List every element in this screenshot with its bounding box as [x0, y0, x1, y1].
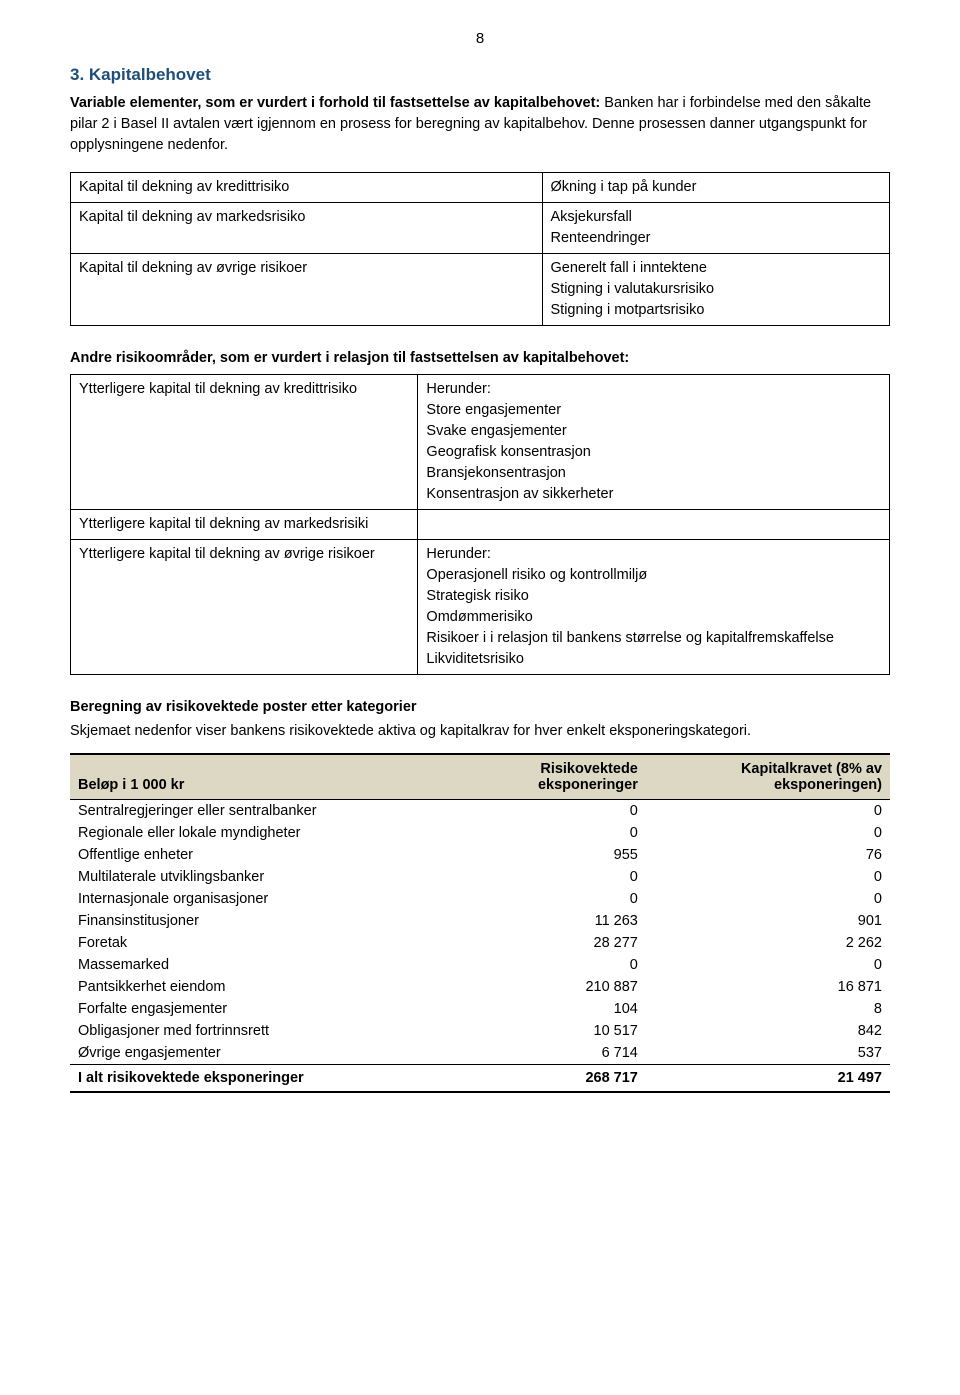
row-label: Foretak	[70, 932, 466, 954]
table-row: Ytterligere kapital til dekning av kredi…	[71, 375, 890, 510]
row-exposure: 6 714	[466, 1042, 646, 1065]
col-header-exposure: Risikovektede eksponeringer	[466, 754, 646, 800]
table-row: Forfalte engasjementer1048	[70, 998, 890, 1020]
row-exposure: 104	[466, 998, 646, 1020]
row-left: Kapital til dekning av markedsrisiko	[71, 203, 543, 254]
table-row: Finansinstitusjoner11 263901	[70, 910, 890, 932]
table-row: Regionale eller lokale myndigheter00	[70, 822, 890, 844]
row-requirement: 0	[646, 800, 890, 823]
row-requirement: 0	[646, 866, 890, 888]
table-row: Ytterligere kapital til dekning av øvrig…	[71, 540, 890, 675]
row-right: Generelt fall i inntektene Stigning i va…	[542, 254, 889, 326]
intro-lead: Variable elementer, som er vurdert i for…	[70, 95, 600, 111]
row-right: Aksjekursfall Renteendringer	[542, 203, 889, 254]
table-row: Kapital til dekning av markedsrisikoAksj…	[71, 203, 890, 254]
row-requirement: 76	[646, 844, 890, 866]
table-row: Pantsikkerhet eiendom210 88716 871	[70, 976, 890, 998]
row-requirement: 537	[646, 1042, 890, 1065]
row-left: Ytterligere kapital til dekning av øvrig…	[71, 540, 418, 675]
row-requirement: 2 262	[646, 932, 890, 954]
row-label: Massemarked	[70, 954, 466, 976]
row-requirement: 0	[646, 954, 890, 976]
section-intro: Variable elementer, som er vurdert i for…	[70, 93, 890, 156]
total-row: I alt risikovektede eksponeringer268 717…	[70, 1065, 890, 1093]
row-left: Ytterligere kapital til dekning av marke…	[71, 510, 418, 540]
page-container: 8 3. Kapitalbehovet Variable elementer, …	[0, 0, 960, 1133]
row-label: Sentralregjeringer eller sentralbanker	[70, 800, 466, 823]
row-exposure: 11 263	[466, 910, 646, 932]
row-label: Offentlige enheter	[70, 844, 466, 866]
page-number: 8	[70, 30, 890, 47]
row-requirement: 0	[646, 888, 890, 910]
total-requirement: 21 497	[646, 1065, 890, 1093]
row-right	[418, 510, 890, 540]
table-row: Ytterligere kapital til dekning av marke…	[71, 510, 890, 540]
total-label: I alt risikovektede eksponeringer	[70, 1065, 466, 1093]
row-exposure: 28 277	[466, 932, 646, 954]
row-exposure: 0	[466, 954, 646, 976]
col-header-requirement: Kapitalkravet (8% av eksponeringen)	[646, 754, 890, 800]
row-requirement: 16 871	[646, 976, 890, 998]
row-label: Forfalte engasjementer	[70, 998, 466, 1020]
table-row: Multilaterale utviklingsbanker00	[70, 866, 890, 888]
table-row: Øvrige engasjementer6 714537	[70, 1042, 890, 1065]
capital-coverage-table: Kapital til dekning av kredittrisikoØkni…	[70, 172, 890, 326]
other-risk-heading: Andre risikoområder, som er vurdert i re…	[70, 350, 890, 366]
row-exposure: 0	[466, 800, 646, 823]
table-row: Sentralregjeringer eller sentralbanker00	[70, 800, 890, 823]
row-left: Kapital til dekning av øvrige risikoer	[71, 254, 543, 326]
row-label: Øvrige engasjementer	[70, 1042, 466, 1065]
row-label: Finansinstitusjoner	[70, 910, 466, 932]
table-row: Internasjonale organisasjoner00	[70, 888, 890, 910]
total-exposure: 268 717	[466, 1065, 646, 1093]
table-row: Kapital til dekning av kredittrisikoØkni…	[71, 173, 890, 203]
row-exposure: 955	[466, 844, 646, 866]
row-right: Herunder: Store engasjementer Svake enga…	[418, 375, 890, 510]
row-exposure: 0	[466, 822, 646, 844]
row-requirement: 901	[646, 910, 890, 932]
row-right: Herunder: Operasjonell risiko og kontrol…	[418, 540, 890, 675]
calc-intro: Skjemaet nedenfor viser bankens risikove…	[70, 723, 890, 739]
table-row: Offentlige enheter95576	[70, 844, 890, 866]
row-exposure: 0	[466, 866, 646, 888]
row-label: Pantsikkerhet eiendom	[70, 976, 466, 998]
row-requirement: 0	[646, 822, 890, 844]
section-title: 3. Kapitalbehovet	[70, 65, 890, 85]
table-row: Foretak28 2772 262	[70, 932, 890, 954]
col-header-label: Beløp i 1 000 kr	[70, 754, 466, 800]
calc-heading: Beregning av risikovektede poster etter …	[70, 699, 890, 715]
row-label: Regionale eller lokale myndigheter	[70, 822, 466, 844]
table-row: Obligasjoner med fortrinnsrett10 517842	[70, 1020, 890, 1042]
row-exposure: 210 887	[466, 976, 646, 998]
row-requirement: 8	[646, 998, 890, 1020]
row-exposure: 0	[466, 888, 646, 910]
risk-weighted-table: Beløp i 1 000 kr Risikovektede eksponeri…	[70, 753, 890, 1093]
row-label: Obligasjoner med fortrinnsrett	[70, 1020, 466, 1042]
row-label: Internasjonale organisasjoner	[70, 888, 466, 910]
row-left: Kapital til dekning av kredittrisiko	[71, 173, 543, 203]
additional-capital-table: Ytterligere kapital til dekning av kredi…	[70, 374, 890, 675]
row-exposure: 10 517	[466, 1020, 646, 1042]
row-label: Multilaterale utviklingsbanker	[70, 866, 466, 888]
table-row: Kapital til dekning av øvrige risikoerGe…	[71, 254, 890, 326]
row-requirement: 842	[646, 1020, 890, 1042]
row-left: Ytterligere kapital til dekning av kredi…	[71, 375, 418, 510]
table-row: Massemarked00	[70, 954, 890, 976]
row-right: Økning i tap på kunder	[542, 173, 889, 203]
